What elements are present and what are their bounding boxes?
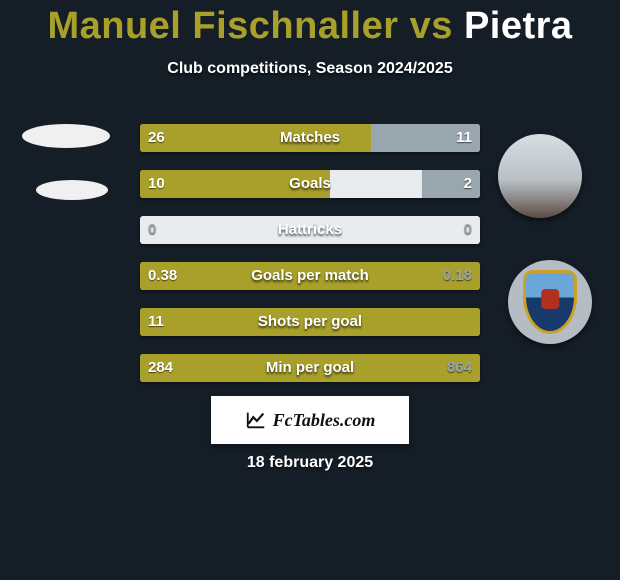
player2-avatar-photo bbox=[498, 134, 582, 218]
stat-left-value: 10 bbox=[140, 170, 173, 198]
player1-club-placeholder bbox=[36, 180, 108, 200]
stat-left-value: 284 bbox=[140, 354, 181, 382]
stat-bar: 102Goals bbox=[140, 170, 480, 198]
crest-shield bbox=[523, 270, 578, 333]
brand-text: FcTables.com bbox=[273, 410, 376, 431]
title-player2: Pietra bbox=[464, 5, 573, 47]
stat-bar: 0.380.18Goals per match bbox=[140, 262, 480, 290]
comparison-bars: 2611Matches102Goals00Hattricks0.380.18Go… bbox=[140, 124, 480, 400]
player2-club-crest bbox=[508, 260, 592, 344]
stat-bar-left-segment bbox=[140, 308, 480, 336]
stat-right-value: 2 bbox=[456, 170, 480, 198]
player2-avatar bbox=[498, 134, 582, 218]
title-vs: vs bbox=[410, 5, 453, 47]
stat-left-value: 26 bbox=[140, 124, 173, 152]
stat-left-value: 0 bbox=[140, 216, 164, 244]
stat-right-value: 11 bbox=[448, 124, 480, 152]
stat-label: Hattricks bbox=[140, 216, 480, 244]
stat-left-value: 11 bbox=[140, 308, 172, 336]
subtitle: Club competitions, Season 2024/2025 bbox=[0, 60, 620, 78]
stat-left-value: 0.38 bbox=[140, 262, 185, 290]
title-player1: Manuel Fischnaller bbox=[47, 5, 398, 47]
stat-bar: 2611Matches bbox=[140, 124, 480, 152]
chart-icon bbox=[245, 409, 267, 431]
date-line: 18 february 2025 bbox=[0, 454, 620, 472]
stat-right-value: 0.18 bbox=[435, 262, 480, 290]
crest-emblem bbox=[541, 289, 559, 310]
stat-bar: 11Shots per goal bbox=[140, 308, 480, 336]
page-root: Manuel Fischnaller vs Pietra Club compet… bbox=[0, 0, 620, 580]
stat-right-value: 0 bbox=[456, 216, 480, 244]
stat-bar-left-segment bbox=[140, 354, 480, 382]
stat-bar-left-segment bbox=[140, 124, 371, 152]
page-title: Manuel Fischnaller vs Pietra bbox=[0, 0, 620, 48]
player2-club-badge bbox=[508, 260, 592, 344]
stat-right-value: 864 bbox=[439, 354, 480, 382]
brand-box[interactable]: FcTables.com bbox=[211, 396, 409, 444]
stat-bar: 284864Min per goal bbox=[140, 354, 480, 382]
stat-bar: 0 0Hattricks bbox=[140, 216, 480, 244]
stat-bar-left-segment bbox=[140, 262, 480, 290]
player1-avatar-placeholder bbox=[22, 124, 110, 148]
